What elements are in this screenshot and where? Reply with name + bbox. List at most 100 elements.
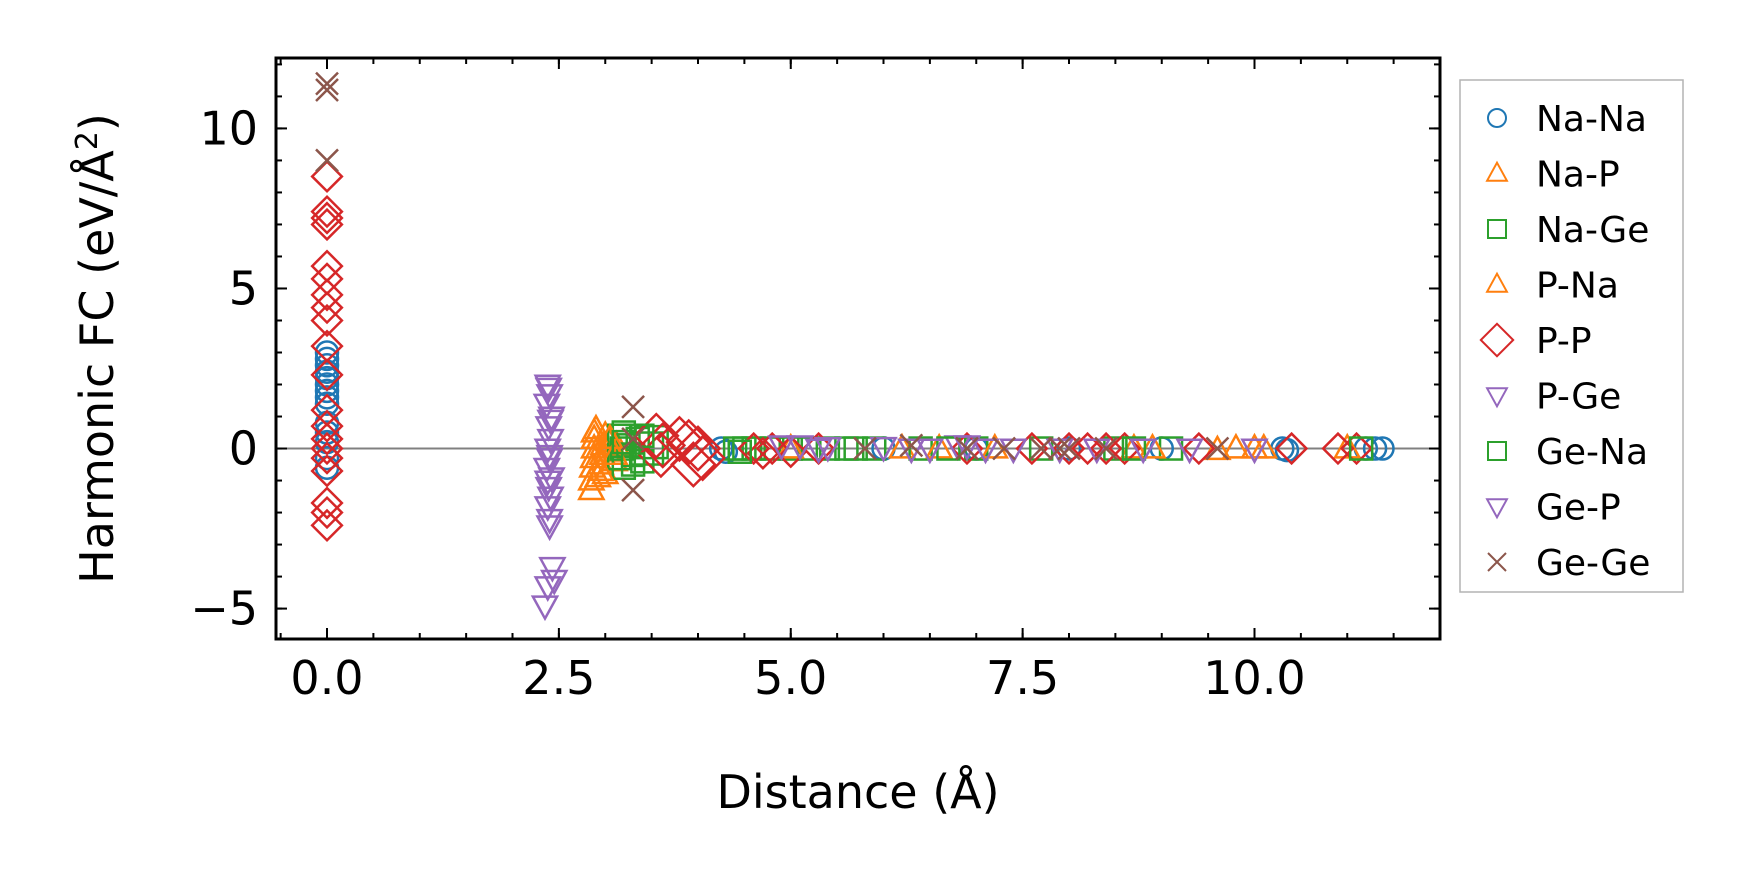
series-ge-ge: [315, 71, 1230, 503]
data-point: [1057, 436, 1081, 461]
data-point: [310, 454, 344, 488]
data-point: [314, 391, 340, 416]
data-point: [915, 438, 945, 465]
data-point: [314, 378, 340, 404]
data-point: [534, 377, 563, 404]
data-point: [310, 422, 344, 456]
legend-label: P-P: [1536, 321, 1592, 362]
x-tick-label: 10.0: [1203, 651, 1305, 705]
data-point: [887, 432, 917, 459]
data-point: [535, 508, 564, 535]
data-point: [579, 416, 609, 443]
data-point: [629, 431, 665, 466]
data-point: [536, 428, 565, 455]
data-point: [1362, 436, 1388, 461]
x-tick-label: 5.0: [754, 651, 827, 705]
data-point: [1205, 436, 1230, 461]
legend-label: P-Ge: [1536, 377, 1621, 418]
data-point: [785, 435, 815, 462]
data-point: [310, 207, 344, 242]
data-point: [530, 595, 560, 622]
data-point: [310, 495, 344, 530]
legend-marker: [1485, 160, 1509, 182]
data-point: [869, 436, 898, 463]
legend-label: Ge-Ge: [1536, 543, 1650, 584]
plot-frame: [274, 56, 1442, 641]
data-point: [310, 508, 344, 542]
x-tick-label: 2.5: [522, 651, 595, 705]
data-point: [813, 436, 843, 463]
data-point: [665, 418, 713, 466]
data-point: [532, 393, 562, 420]
data-point: [310, 195, 344, 229]
data-point: [1221, 432, 1251, 459]
data-point: [679, 434, 727, 482]
y-tick-label: 0: [229, 422, 258, 476]
data-point: [310, 303, 344, 338]
data-point: [314, 340, 340, 365]
legend-label: Ge-P: [1536, 488, 1621, 529]
data-point: [535, 384, 564, 410]
legend-marker: [1487, 552, 1507, 572]
legend-box: [1459, 79, 1684, 593]
data-point: [1249, 432, 1278, 459]
legend-label: P-Na: [1536, 266, 1619, 307]
data-point: [621, 427, 645, 451]
data-point: [621, 395, 645, 419]
data-point: [639, 421, 687, 469]
series-ge-p: [533, 377, 1269, 542]
data-point: [853, 436, 877, 461]
data-point: [314, 346, 340, 372]
data-point: [315, 148, 339, 173]
data-point: [1274, 431, 1309, 466]
data-point: [540, 569, 569, 596]
data-point: [1047, 436, 1072, 461]
data-point: [1029, 436, 1054, 461]
data-point: [310, 278, 344, 312]
data-point: [538, 556, 567, 583]
data-point: [314, 445, 340, 471]
data-point: [1138, 432, 1167, 459]
data-point: [536, 409, 565, 436]
legend-marker: [1485, 271, 1509, 293]
data-point: [952, 435, 982, 462]
data-point: [310, 409, 344, 443]
data-point: [727, 439, 752, 464]
x-tick-label: 0.0: [290, 651, 363, 705]
data-point: [1094, 436, 1118, 461]
data-point: [1339, 431, 1374, 466]
legend-marker: [1487, 219, 1507, 239]
legend-label: Na-Na: [1536, 99, 1647, 140]
data-point: [533, 576, 562, 602]
data-point: [535, 448, 564, 474]
data-point: [621, 478, 645, 503]
data-point: [533, 438, 562, 465]
data-point: [534, 416, 563, 442]
data-point: [577, 464, 606, 491]
data-point: [1348, 436, 1374, 461]
data-point: [955, 436, 979, 461]
y-axis-label: Harmonic FC (eV/Å2): [70, 113, 124, 584]
legend-marker: [1485, 498, 1509, 520]
data-point: [535, 444, 564, 471]
data-point: [315, 71, 339, 96]
data-point: [310, 486, 344, 520]
data-point: [1240, 438, 1269, 465]
legend: Na-Na Na-P Na-Ge P-Na P-P P-Ge Ge-Na Ge-P Ge-Ge: [1459, 79, 1684, 593]
data-point: [1333, 432, 1362, 459]
y-axis-label-close: ): [70, 113, 124, 131]
plot-area: [274, 56, 1442, 641]
data-point: [577, 474, 606, 501]
data-point: [755, 431, 789, 466]
data-point: [670, 441, 717, 488]
data-point: [804, 438, 833, 465]
y-tick-label: −5: [190, 582, 258, 636]
data-point: [924, 432, 954, 459]
data-point: [537, 467, 566, 494]
data-point: [1119, 432, 1149, 459]
data-point: [310, 201, 344, 235]
data-point: [971, 438, 1000, 465]
data-point: [591, 458, 620, 485]
data-point: [620, 452, 646, 477]
